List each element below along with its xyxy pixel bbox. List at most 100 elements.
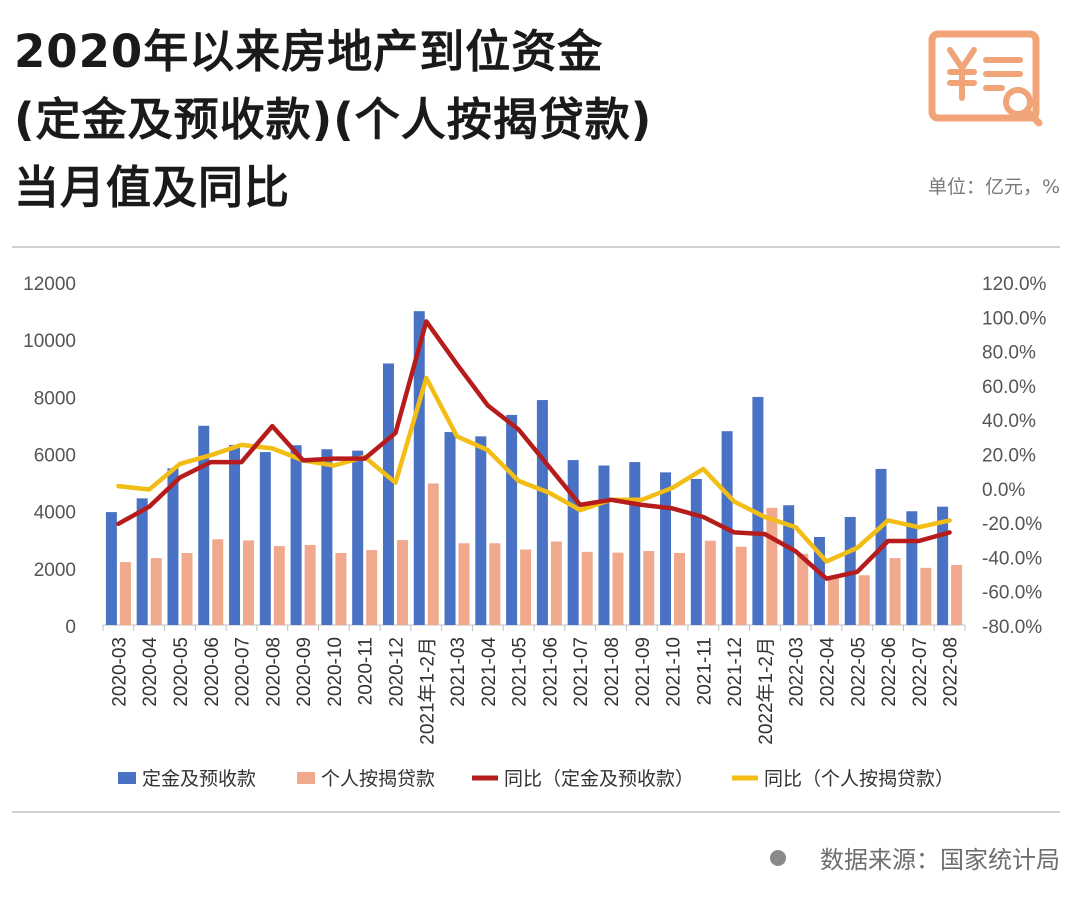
y-right-tick-label: -80.0% [982,617,1042,638]
x-tick-label: 2021-04 [479,637,500,707]
x-tick-label: 2020-03 [109,637,130,707]
title-line-2: (定金及预收款)(个人按揭贷款) [14,93,653,146]
bar-个人按揭贷款 [858,575,870,625]
y-left-tick-label: 12000 [23,274,76,295]
bar-个人按揭贷款 [612,552,624,625]
bar-个人按揭贷款 [704,540,716,625]
bar-定金及预收款 [813,536,825,625]
x-tick-label: 2022-05 [848,637,869,707]
x-tick-label: 2020-04 [140,637,161,707]
x-tick-label: 2022-08 [941,637,962,707]
chart-title: 2020年以来房地产到位资金 (定金及预收款)(个人按揭贷款) 当月值及同比 [14,18,652,222]
bar-个人按揭贷款 [212,539,224,625]
bar-定金及预收款 [660,472,672,625]
x-tick-label: 2021-06 [540,637,561,707]
y-right-tick-label: 0.0% [982,480,1025,501]
bar-定金及预收款 [444,432,456,625]
bar-个人按揭贷款 [766,507,778,625]
x-tick-label: 2021-03 [448,637,469,707]
legend-label: 定金及预收款 [142,768,256,790]
source-note: 数据来源：国家统计局 [770,840,1060,875]
bar-个人按揭贷款 [489,543,501,625]
legend-label: 个人按揭贷款 [321,768,435,790]
bar-个人按揭贷款 [581,551,593,625]
yuan-document-search-icon [928,30,1043,127]
bar-个人按揭贷款 [951,564,963,625]
y-right-tick-label: -20.0% [982,514,1042,535]
x-tick-label: 2021-10 [664,637,685,707]
bottom-divider [12,811,1060,813]
x-tick-label: 2020-12 [386,637,407,707]
x-tick-label: 2021-08 [602,637,623,707]
x-tick-label: 2020-11 [356,637,377,705]
bar-定金及预收款 [690,478,702,625]
bar-个人按揭贷款 [458,543,470,625]
bar-个人按揭贷款 [427,483,439,625]
y-left-tick-label: 2000 [34,560,76,581]
x-tick-label: 2022年1-2月 [755,637,777,745]
y-right-tick-label: 100.0% [982,308,1047,329]
bar-定金及预收款 [105,512,117,625]
source-text: 数据来源：国家统计局 [820,846,1060,874]
bar-个人按揭贷款 [396,540,408,625]
bar-个人按揭贷款 [550,541,562,625]
y-right-tick-label: 60.0% [982,377,1036,398]
y-right-tick-label: 20.0% [982,446,1036,467]
x-tick-label: 2022-04 [817,637,838,707]
bar-定金及预收款 [783,505,795,625]
bar-个人按揭贷款 [335,552,347,625]
bar-个人按揭贷款 [920,567,932,625]
bar-定金及预收款 [167,468,179,625]
bar-个人按揭贷款 [181,552,193,625]
x-tick-label: 2021-09 [633,637,654,707]
x-tick-label: 2022-06 [879,637,900,707]
bar-定金及预收款 [413,311,425,625]
bar-定金及预收款 [937,506,949,625]
y-right-tick-label: -40.0% [982,548,1042,569]
bar-定金及预收款 [229,444,241,625]
bar-定金及预收款 [536,400,548,625]
x-tick-label: 2021年1-2月 [416,637,438,745]
bar-定金及预收款 [259,452,271,625]
bar-个人按揭贷款 [150,558,162,625]
bar-个人按揭贷款 [273,546,285,625]
bar-个人按揭贷款 [797,553,809,625]
title-line-3: 当月值及同比 [14,161,291,214]
line-同比-定金及预收款 [116,319,952,581]
y-right-tick-label: 80.0% [982,343,1036,364]
bar-个人按揭贷款 [366,550,378,625]
bar-个人按揭贷款 [119,562,131,625]
bar-定金及预收款 [382,363,394,625]
x-tick-label: 2020-07 [233,637,254,707]
bar-个人按揭贷款 [304,544,316,625]
bar-定金及预收款 [752,396,764,625]
bar-定金及预收款 [136,498,148,625]
bar-个人按揭贷款 [643,550,655,625]
x-tick-label: 2022-03 [787,637,808,707]
x-tick-label: 2020-06 [202,637,223,707]
bar-个人按揭贷款 [827,576,839,625]
legend-swatch [118,772,136,784]
legend-label: 同比（个人按揭贷款） [764,768,954,790]
x-tick-label: 2020-09 [294,637,315,707]
bar-定金及预收款 [352,450,364,625]
y-left-tick-label: 0 [65,617,76,638]
x-tick-label: 2022-07 [910,637,931,707]
bar-定金及预收款 [906,511,918,625]
bar-定金及预收款 [475,436,487,625]
line-同比-个人按揭贷款 [116,375,952,564]
y-left-tick-label: 4000 [34,503,76,524]
x-tick-label: 2020-05 [171,637,192,707]
x-tick-label: 2021-07 [571,637,592,707]
bar-定金及预收款 [506,414,518,625]
bar-定金及预收款 [321,449,333,625]
y-right-tick-label: 120.0% [982,274,1047,295]
bar-定金及预收款 [629,462,641,625]
bar-定金及预收款 [844,516,856,625]
bar-定金及预收款 [567,460,579,625]
bar-个人按揭贷款 [735,546,747,625]
bar-定金及预收款 [598,465,610,625]
unit-label: 单位：亿元，% [927,176,1060,198]
y-right-tick-label: 40.0% [982,411,1036,432]
bar-定金及预收款 [290,445,302,625]
